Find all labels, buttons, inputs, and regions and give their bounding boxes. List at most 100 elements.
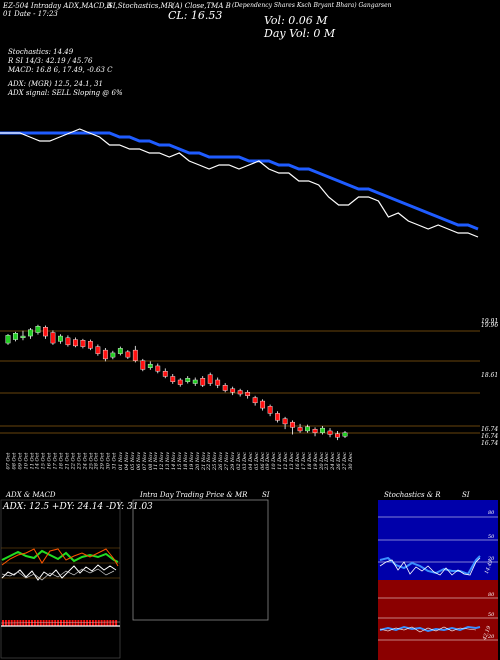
- macd-bar: [80, 620, 83, 626]
- intraday-si-label: SI: [262, 491, 270, 499]
- candle-bearish: [290, 421, 295, 428]
- adx-minus-di: [1, 548, 119, 567]
- macd-bar: [54, 620, 57, 626]
- adx-secondary-line: [1, 568, 115, 581]
- day-volume-label: Day Vol: 0 M: [264, 27, 336, 40]
- price-line: [0, 128, 479, 238]
- candle-bearish: [170, 376, 176, 382]
- candle-bullish: [20, 335, 26, 339]
- macd-bar: [115, 620, 118, 626]
- candle-bearish: [125, 351, 131, 358]
- stat-stochastics: Stochastics: 14.49: [8, 48, 74, 56]
- stoch-panel-lower: [378, 580, 498, 660]
- candle-bearish: [50, 332, 56, 344]
- candle-bearish: [72, 339, 78, 347]
- candle-bullish: [5, 335, 11, 344]
- candle-bullish: [117, 348, 123, 354]
- macd-bar: [48, 620, 51, 626]
- stoch-axis-lower-80: 80: [488, 592, 495, 598]
- candle-bullish: [35, 326, 41, 333]
- intraday-panel-title: Intra Day Trading Price & MR: [140, 491, 248, 499]
- candle-bullish: [342, 432, 348, 437]
- macd-bar: [39, 620, 42, 626]
- price-axis-mid: 18.61: [481, 372, 499, 379]
- macd-bar: [89, 620, 91, 626]
- macd-bar: [36, 620, 39, 626]
- candle-bullish: [192, 379, 198, 384]
- candle-bearish: [275, 413, 280, 421]
- macd-bar: [97, 620, 100, 626]
- volume-label: Vol: 0.06 M: [264, 14, 328, 27]
- stoch-si-line: [379, 626, 477, 633]
- price-axis-top-2: 19.96: [481, 322, 499, 329]
- stoch-axis-upper-50: 50: [488, 534, 495, 540]
- candle-bearish: [140, 360, 146, 370]
- stat-r: R SI 14/3: 42.19 / 45.76: [8, 57, 93, 65]
- stoch-panel-title: Stochastics & R: [384, 491, 441, 499]
- candle-bearish: [80, 340, 86, 347]
- candle-bearish: [260, 400, 266, 409]
- price-axis-low-3: 16.74: [481, 440, 499, 447]
- macd-bar: [77, 620, 80, 626]
- close-label: CL: 16.53: [168, 9, 223, 22]
- candle-bearish: [312, 428, 318, 433]
- stat-macd: MACD: 16.8 6, 17.49, -0.63 C: [8, 66, 113, 74]
- macd-bar: [62, 620, 65, 626]
- candle-bullish: [185, 378, 191, 382]
- stoch-si-label: SI: [462, 491, 470, 499]
- candle-bearish: [252, 397, 258, 404]
- adx-values: ADX: 12.5 +DY: 24.14 -DY: 31.03: [3, 502, 153, 512]
- candle-bearish: [200, 378, 206, 386]
- macd-bar: [106, 620, 109, 626]
- candle-bullish: [110, 352, 116, 358]
- macd-bar: [94, 620, 97, 626]
- candle-bearish: [215, 379, 221, 386]
- candle-bearish: [43, 327, 48, 337]
- candle-bearish: [297, 427, 303, 432]
- macd-bar: [100, 620, 103, 626]
- candle-bullish: [147, 363, 153, 368]
- candle-bearish: [245, 392, 251, 396]
- candle-bearish: [335, 433, 340, 438]
- macd-bar: [112, 620, 115, 626]
- candle-bullish: [58, 335, 63, 342]
- adx-panel-title: ADX & MACD: [6, 491, 56, 499]
- date-subtitle: 01 Date - 17:23: [3, 10, 58, 18]
- candle-bearish: [132, 349, 138, 361]
- company-name: (Dependency Shares Ksch Bryant Bhara) Ga…: [232, 2, 392, 9]
- candle-bullish: [305, 426, 310, 432]
- ticker-line: EZ-504 Intraday ADX,MACD,B: [3, 2, 112, 10]
- adx-line: [1, 564, 117, 581]
- candle-bearish: [177, 379, 183, 385]
- intraday-panel-frame: [132, 499, 269, 621]
- candle-bullish: [320, 427, 325, 433]
- candle-bullish: [28, 329, 33, 337]
- moving-average-line: [0, 131, 479, 231]
- stoch-axis-lower-20: 20: [488, 634, 495, 640]
- macd-bar: [103, 620, 106, 626]
- macd-bar: [60, 620, 62, 626]
- stoch-r-line: [379, 625, 481, 633]
- price-axis-low-1: 16.74: [481, 426, 499, 433]
- candle-bearish: [237, 390, 243, 395]
- macd-bar: [68, 620, 71, 626]
- macd-bar: [86, 620, 89, 626]
- stoch-d-line: [379, 557, 481, 576]
- macd-bar: [109, 620, 112, 626]
- candle-bearish: [162, 371, 168, 377]
- stoch-axis-upper-80: 80: [488, 510, 495, 516]
- candle-bearish: [155, 365, 161, 372]
- stat-adx-signal: ADX signal: SELL Sloping @ 6%: [8, 89, 123, 97]
- candle-bearish: [230, 388, 236, 393]
- adx-panel-frame: [0, 499, 121, 659]
- macd-bar: [42, 620, 45, 626]
- macd-bar: [74, 620, 77, 626]
- macd-bar: [71, 620, 74, 626]
- stoch-title: SI,Stochastics,MR: [108, 2, 174, 10]
- candle-bearish: [207, 374, 213, 384]
- candle-bearish: [282, 418, 288, 425]
- stoch-axis-upper-20: 20: [488, 556, 495, 562]
- candle-bullish: [13, 333, 18, 340]
- macd-bar: [45, 620, 48, 626]
